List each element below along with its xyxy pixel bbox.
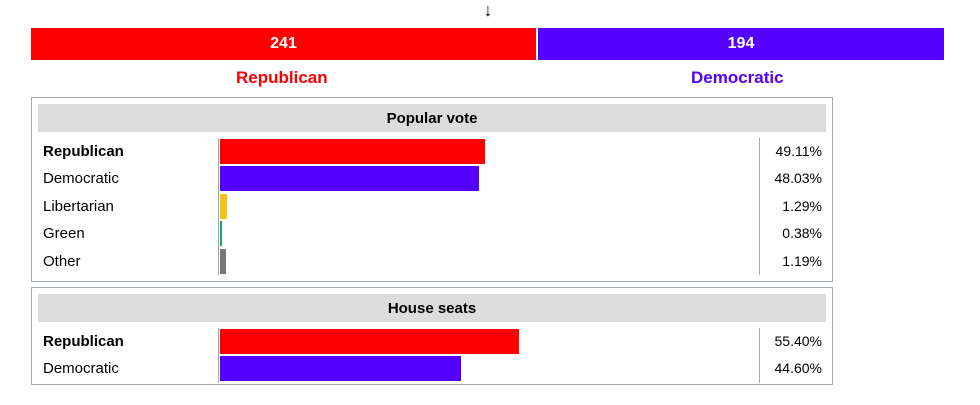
- republican-party-label: Republican: [236, 68, 328, 87]
- democratic-party-label: Democratic: [691, 68, 784, 87]
- table-row: Republican 49.11%: [32, 138, 832, 165]
- vote-bar: [220, 166, 480, 192]
- party-name: Green: [43, 225, 85, 243]
- house-seats-header: House seats: [38, 294, 826, 322]
- percent-value: 0.38%: [782, 225, 822, 242]
- vote-bar: [220, 356, 461, 382]
- party-name: Democratic: [43, 170, 119, 188]
- vote-bar: [220, 248, 227, 274]
- party-name: Republican: [43, 333, 124, 350]
- percent-value: 49.11%: [775, 143, 822, 159]
- percent-value: 44.60%: [774, 360, 822, 377]
- table-row: Democratic 44.60%: [32, 355, 832, 382]
- house-seats-panel: House seats Republican 55.40% Democratic 44…: [31, 287, 833, 385]
- vote-bar: [220, 221, 223, 247]
- popular-vote-panel: Popular vote Republican 49.11% Democratic 4…: [31, 97, 833, 282]
- table-row: Other 1.19%: [32, 248, 832, 275]
- popular-vote-header: Popular vote: [38, 104, 826, 132]
- table-row: Libertarian 1.29%: [32, 193, 832, 220]
- table-row: Democratic 48.03%: [32, 165, 832, 192]
- percent-value: 1.29%: [782, 197, 822, 214]
- party-name: Other: [43, 252, 81, 270]
- vote-bar: [220, 139, 486, 164]
- percent-column-rule: [759, 328, 760, 383]
- vote-bar: [220, 193, 227, 219]
- percent-value: 48.03%: [774, 170, 822, 187]
- party-name: Libertarian: [43, 197, 114, 215]
- table-row: Green 0.38%: [32, 220, 832, 247]
- vote-bar: [220, 329, 520, 354]
- party-name: Republican: [43, 143, 124, 160]
- table-row: Republican 55.40%: [32, 328, 832, 355]
- down-arrow-icon: ↓: [483, 0, 493, 20]
- republican-seats-bar: 241: [31, 28, 536, 60]
- democratic-seats-value: 194: [727, 35, 755, 52]
- bar-area-left-rule: [218, 138, 219, 275]
- democratic-seats-bar: 194: [538, 28, 944, 60]
- percent-value: 55.40%: [774, 333, 822, 349]
- percent-value: 1.19%: [782, 252, 822, 269]
- republican-seats-value: 241: [270, 35, 297, 52]
- party-name: Democratic: [43, 360, 119, 378]
- percent-column-rule: [759, 138, 760, 275]
- bar-area-left-rule: [218, 328, 219, 383]
